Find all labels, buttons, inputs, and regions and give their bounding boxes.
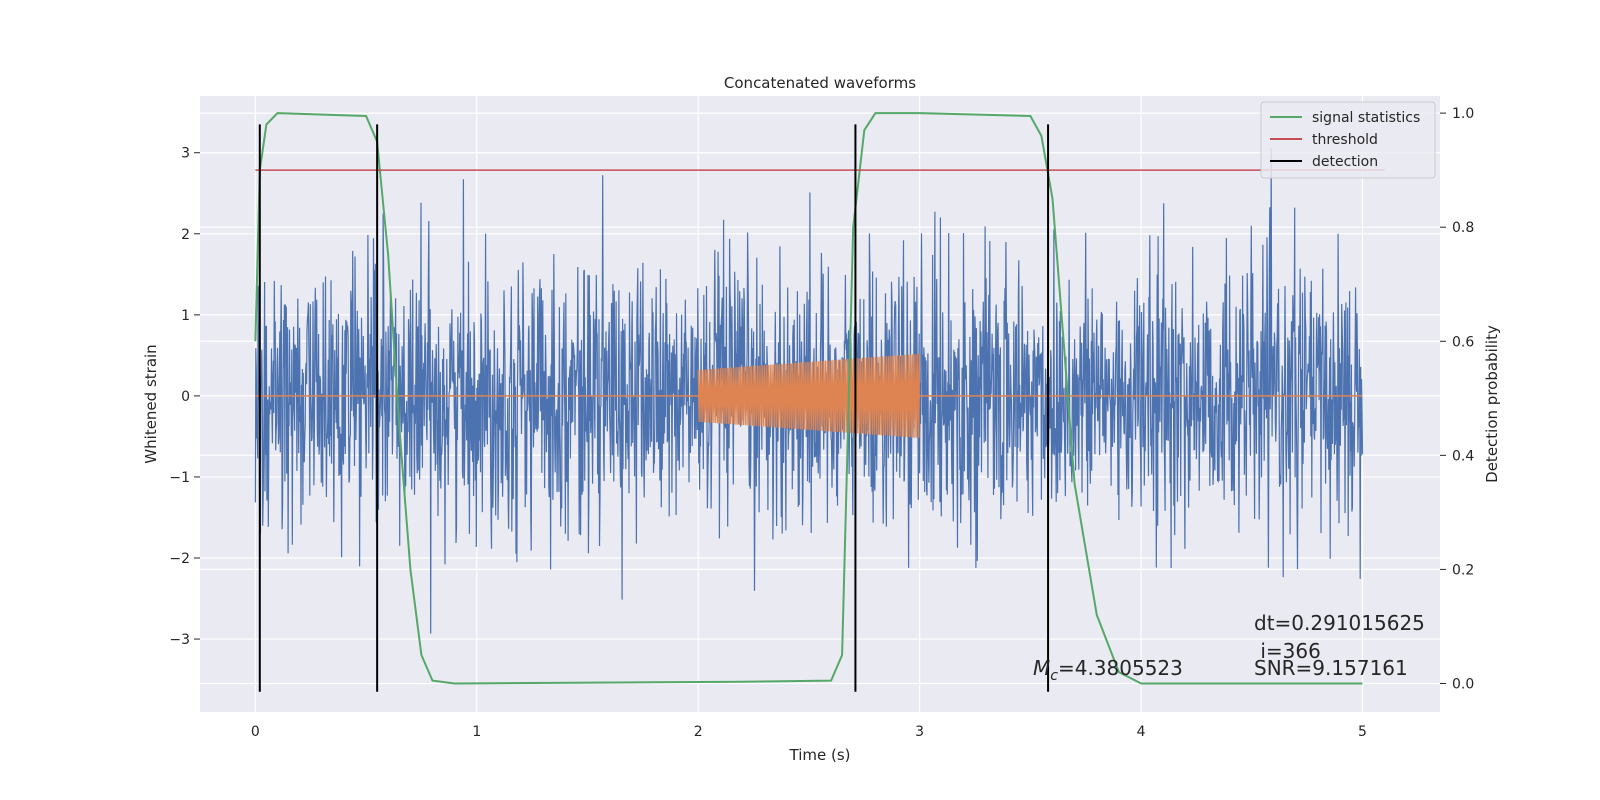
annotation-chirp-mass: Mc=4.3805523 (1033, 656, 1183, 684)
x-tick-label: 5 (1358, 724, 1367, 740)
y-tick-label: 1 (181, 308, 190, 324)
y-tick-label: 2 (181, 227, 190, 243)
y-tick-label: −1 (169, 470, 190, 486)
series-whitened-strain (254, 147, 1364, 634)
y-tick-label: 0 (181, 389, 190, 405)
legend-entry-signal-statistics: signal statistics (1312, 110, 1420, 126)
x-tick-label: 3 (915, 724, 924, 740)
annotation-mc-subscript: c (1050, 668, 1058, 684)
annotation-mc-symbol: M (1033, 656, 1050, 680)
y2-tick-label: 1.0 (1452, 106, 1474, 122)
y-axis-label: Whitened strain (142, 344, 160, 463)
chart-title: Concatenated waveforms (724, 74, 916, 92)
legend-entry-threshold: threshold (1312, 132, 1378, 148)
annotations: dt=0.291015625 i=366 SNR=9.157161 Mc=4.3… (1033, 611, 1425, 684)
legend-entry-detection: detection (1312, 154, 1378, 170)
y2-tick-label: 0.6 (1452, 334, 1474, 350)
legend-box (1260, 101, 1436, 179)
ticks-layer: 0 1 2 3 4 5 −3 −2 −1 0 1 2 3 0.0 0.2 0.4 0.6 0.8 1.0 (169, 106, 1474, 740)
y2-tick-label: 0.4 (1452, 448, 1474, 464)
annotation-mc-value: =4.3805523 (1058, 656, 1183, 680)
y-tick-label: −2 (169, 551, 190, 567)
x-tick-label: 2 (694, 724, 703, 740)
annotation-snr: SNR=9.157161 (1254, 656, 1408, 680)
y2-tick-label: 0.2 (1452, 562, 1474, 578)
x-tick-label: 4 (1137, 724, 1146, 740)
annotation-dt: dt=0.291015625 (1254, 611, 1425, 635)
series-signal-statistics (254, 112, 1363, 685)
x-tick-label: 1 (472, 724, 481, 740)
series-injection-chirp (697, 353, 921, 439)
x-tick-label: 0 (251, 724, 260, 740)
y-tick-label: −3 (169, 632, 190, 648)
y2-tick-label: 0.0 (1452, 676, 1474, 692)
x-axis-label: Time (s) (789, 746, 851, 764)
y2-axis-label: Detection probability (1483, 325, 1501, 483)
series-layer (254, 112, 1385, 692)
y2-tick-label: 0.8 (1452, 220, 1474, 236)
legend: signal statistics threshold detection (1260, 101, 1436, 179)
annotation-index: i=366 (1254, 639, 1321, 663)
y-tick-label: 3 (181, 146, 190, 162)
